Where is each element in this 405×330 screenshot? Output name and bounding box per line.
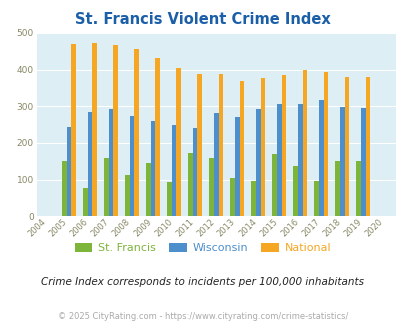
Bar: [302, 70, 307, 216]
Bar: [356, 161, 360, 216]
Bar: [113, 45, 118, 216]
Bar: [209, 157, 213, 216]
Bar: [109, 109, 113, 216]
Bar: [213, 113, 218, 216]
Text: © 2025 CityRating.com - https://www.cityrating.com/crime-statistics/: © 2025 CityRating.com - https://www.city…: [58, 312, 347, 321]
Bar: [234, 117, 239, 216]
Bar: [239, 82, 243, 216]
Bar: [339, 107, 344, 216]
Bar: [335, 161, 339, 216]
Bar: [297, 104, 302, 216]
Bar: [260, 78, 264, 216]
Bar: [151, 121, 155, 216]
Bar: [364, 77, 369, 216]
Bar: [62, 161, 67, 216]
Bar: [292, 166, 297, 216]
Bar: [87, 112, 92, 216]
Text: St. Francis Violent Crime Index: St. Francis Violent Crime Index: [75, 12, 330, 26]
Bar: [92, 43, 97, 216]
Bar: [251, 181, 255, 216]
Bar: [276, 104, 281, 216]
Bar: [188, 153, 192, 216]
Bar: [192, 128, 197, 216]
Bar: [218, 74, 223, 216]
Bar: [134, 50, 139, 216]
Bar: [197, 74, 202, 216]
Bar: [171, 124, 176, 216]
Bar: [155, 58, 160, 216]
Bar: [146, 163, 151, 216]
Bar: [67, 127, 71, 216]
Bar: [281, 76, 286, 216]
Bar: [313, 181, 318, 216]
Bar: [71, 44, 76, 216]
Bar: [255, 109, 260, 216]
Bar: [83, 188, 87, 216]
Bar: [125, 176, 130, 216]
Bar: [344, 77, 348, 216]
Bar: [130, 116, 134, 216]
Bar: [176, 68, 181, 216]
Bar: [360, 109, 364, 216]
Bar: [104, 157, 109, 216]
Bar: [323, 72, 327, 216]
Bar: [167, 182, 171, 216]
Bar: [230, 178, 234, 216]
Bar: [272, 153, 276, 216]
Legend: St. Francis, Wisconsin, National: St. Francis, Wisconsin, National: [70, 238, 335, 257]
Text: Crime Index corresponds to incidents per 100,000 inhabitants: Crime Index corresponds to incidents per…: [41, 277, 364, 287]
Bar: [318, 100, 323, 216]
